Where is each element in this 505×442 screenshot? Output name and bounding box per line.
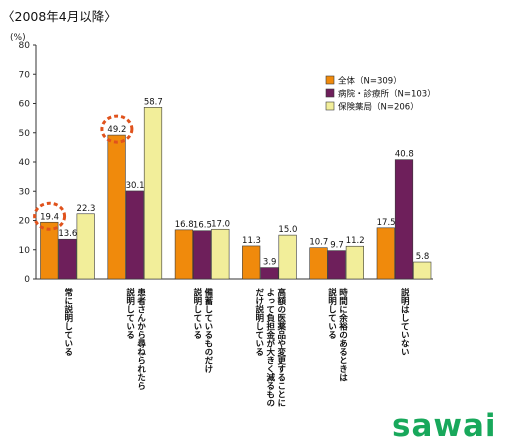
legend-swatch <box>325 88 335 98</box>
bar-layer: 19.4 13.6 22.3 49.2 30.1 58.7 16.8 16.5 17.0 11.3… <box>40 97 432 280</box>
data-label: 13.6 <box>58 229 77 239</box>
legend-label: 保険薬局（N=206） <box>338 102 419 113</box>
category-label: 高額の医薬品や変更することに <box>276 287 287 407</box>
category-label: 説明している <box>327 287 337 339</box>
bar <box>278 234 297 280</box>
legend: 全体（N=309） 病院・診療所（N=103） 保険薬局（N=206） <box>325 75 436 113</box>
legend-swatch <box>325 101 335 111</box>
legend-label: 病院・診療所（N=103） <box>338 89 436 100</box>
data-label: 9.7 <box>330 241 344 251</box>
y-tick-label: 70 <box>19 70 31 80</box>
axis-layer: 0 10 20 30 40 50 60 70 80 <box>19 41 433 285</box>
bar <box>174 229 194 280</box>
y-tick-label: 20 <box>19 217 31 227</box>
data-label: 30.1 <box>126 181 145 191</box>
data-label: 15.0 <box>278 225 297 235</box>
data-label: 58.7 <box>144 97 163 107</box>
data-label: 16.8 <box>175 220 194 230</box>
bar <box>193 230 212 280</box>
data-label: 19.4 <box>40 212 59 222</box>
bar <box>211 228 230 280</box>
data-label: 3.9 <box>263 258 277 268</box>
y-tick-label: 30 <box>19 187 31 197</box>
bar <box>394 159 414 280</box>
chart-title: 〈2008年4月以降〉 <box>2 9 117 24</box>
data-label: 5.8 <box>416 252 430 262</box>
category-label: 時間に余裕のあるときは <box>338 287 349 381</box>
bar <box>260 267 279 280</box>
data-label: 17.0 <box>211 219 230 229</box>
legend-swatch <box>325 75 335 85</box>
y-tick-label: 50 <box>19 129 31 139</box>
bar <box>76 213 95 280</box>
y-tick-label: 80 <box>19 41 31 51</box>
bar <box>327 250 346 280</box>
bar <box>143 107 163 280</box>
data-label: 22.3 <box>77 204 96 214</box>
highlight-circle <box>33 201 67 231</box>
category-label: 説明している <box>192 287 202 339</box>
y-tick-label: 0 <box>24 275 30 285</box>
category-label: 常に説明している <box>63 287 73 356</box>
data-label: 17.5 <box>377 218 396 228</box>
bar <box>242 245 261 280</box>
bar <box>40 221 59 280</box>
data-label: 10.7 <box>309 238 328 248</box>
y-tick-label: 40 <box>19 158 31 168</box>
highlight-layer <box>33 114 134 231</box>
y-tick-label: 60 <box>19 100 31 110</box>
y-tick-label: 10 <box>19 246 31 256</box>
category-label: よって負担金が大きく減るもの <box>265 288 276 407</box>
bar <box>58 238 77 280</box>
data-label: 11.2 <box>346 236 365 246</box>
category-label: 備蓄しているものだけ <box>203 287 213 374</box>
legend-label: 全体（N=309） <box>338 76 402 87</box>
category-label: 説明はしていない <box>399 287 409 356</box>
bar <box>376 227 395 280</box>
bar <box>107 134 126 280</box>
data-label: 16.5 <box>193 221 212 231</box>
data-label: 11.3 <box>242 236 261 246</box>
data-label: 40.8 <box>395 150 414 160</box>
bar <box>413 261 432 280</box>
category-label: 患者さんから尋ねられたら <box>136 287 147 391</box>
bar <box>345 245 365 280</box>
category-label: 説明している <box>125 287 135 339</box>
y-axis-unit: (%) <box>10 33 26 43</box>
bar <box>309 247 328 280</box>
data-label: 49.2 <box>107 125 126 135</box>
category-label: だけ説明している <box>254 288 264 356</box>
highlight-circle <box>100 114 134 144</box>
sawai-logo: sawai <box>392 408 497 442</box>
bar <box>125 190 144 280</box>
